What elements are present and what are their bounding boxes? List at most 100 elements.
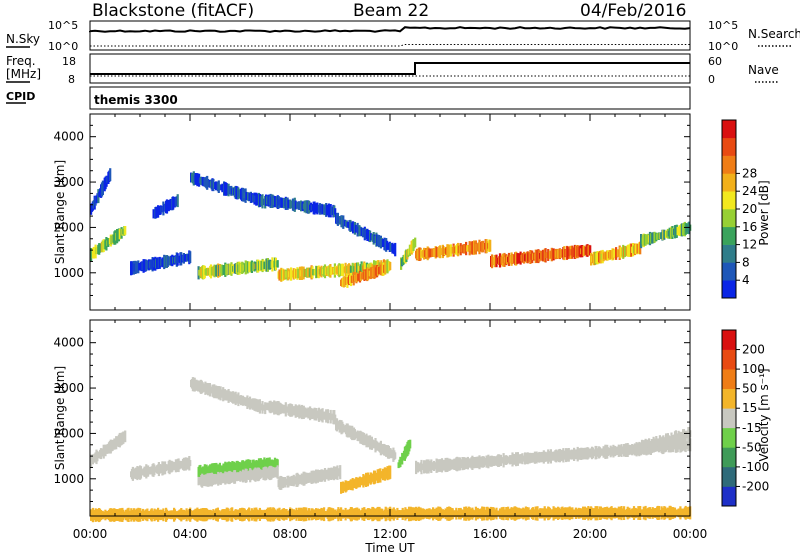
freq-panel: Freq. [MHz] 18 8 60 0 Nave [6, 53, 779, 86]
colorbar-swatch-2 [722, 244, 736, 263]
cpid-panel: CPID themis 3300 [6, 86, 691, 110]
colorbar-swatch-5 [722, 388, 736, 409]
colorbar-tick-label-3: 16 [742, 220, 757, 234]
data-cell-4-66 [394, 452, 397, 459]
cpid-value: themis 3300 [94, 93, 178, 107]
data-cell-8-55 [389, 465, 392, 479]
time-tick-label-3: 12:00 [373, 527, 408, 541]
colorbar-tick-label-2: 50 [742, 382, 757, 396]
nsky-label: N.Sky [6, 32, 40, 46]
data-cell-3-77 [334, 414, 337, 421]
nsky-tick-top: 10^5 [48, 19, 78, 32]
colorbar-swatch-8 [722, 137, 736, 156]
colorbar-swatch-3 [722, 226, 736, 245]
beam-label: Beam 22 [353, 1, 429, 21]
velocity-x-axis [89, 320, 691, 516]
freq-label: Freq. [6, 54, 36, 68]
time-tick-label-4: 16:00 [473, 527, 508, 541]
power-data-points [90, 168, 692, 288]
power-y-axis: 1000 2000 3000 4000 [53, 124, 690, 296]
colorbar-frame [721, 329, 737, 507]
colorbar-tick-label-7: -200 [742, 479, 769, 493]
colorbar-swatch-3 [722, 427, 736, 448]
colorbar-swatch-2 [722, 447, 736, 468]
power-panel: 1000 2000 3000 4000 Slant Range [km] [53, 113, 692, 311]
data-cell-12-111 [589, 245, 592, 256]
data-cell-1-21 [109, 168, 112, 182]
colorbar-swatch-1 [722, 466, 736, 487]
freq-tick-top: 18 [62, 55, 76, 68]
freq-unit-label: [MHz] [6, 67, 41, 81]
data-cell-6-66 [394, 242, 397, 257]
colorbar-swatch-6 [722, 173, 736, 192]
nsearch-line [90, 44, 690, 47]
colorbar-swatch-0 [722, 280, 736, 299]
time-tick-label-6: 00:00 [673, 527, 708, 541]
data-cell-10-16 [414, 237, 417, 248]
data-cell-5-77 [334, 208, 337, 215]
time-axis-labels: 00:00 04:00 08:00 12:00 16:00 20:00 00:00 [73, 527, 708, 541]
colorbar-tick-label-0: 4 [742, 273, 750, 287]
time-tick-label-5: 20:00 [573, 527, 608, 541]
colorbar-tick-label-5: 24 [742, 184, 757, 198]
colorbar-tick-label-1: 100 [742, 362, 765, 376]
colorbar-tick-label-1: 8 [742, 255, 750, 269]
velocity-y-axis: 1000 2000 3000 4000 [53, 330, 690, 502]
velocity-colorbar: 200 100 50 15 -15 -50 -100 -200 [721, 329, 769, 507]
nave-tick-top: 60 [708, 55, 722, 68]
data-cell-7-69 [339, 465, 342, 480]
colorbar-swatch-4 [722, 209, 736, 228]
ytick-label-1000: 1000 [53, 472, 84, 486]
ytick-label-3000: 3000 [53, 381, 84, 395]
ytick-label-4000: 4000 [53, 336, 84, 350]
colorbar-swatch-7 [722, 349, 736, 370]
data-cell-3-27 [176, 194, 179, 208]
data-cell-2-66 [189, 251, 192, 263]
colorbar-swatch-0 [722, 486, 736, 507]
colorbar-tick-label-4: -15 [742, 421, 762, 435]
nave-tick-bottom: 0 [708, 73, 715, 86]
nsky-panel: N.Sky 10^5 10^0 10^5 10^0 N.Search [6, 19, 800, 53]
time-tick-label-0: 00:00 [73, 527, 108, 541]
nsearch-tick-bottom: 10^0 [708, 40, 738, 53]
x-axis-label: Time UT [364, 541, 415, 554]
nsky-tick-bottom: 10^0 [48, 40, 78, 53]
colorbar-swatch-6 [722, 369, 736, 389]
colorbar-swatch-8 [722, 330, 736, 350]
ytick-label-2000: 2000 [53, 220, 84, 234]
colorbar-tick-label-3: 15 [742, 401, 757, 415]
colorbar-tick-label-5: -50 [742, 440, 762, 454]
colorbar-tick-label-6: -100 [742, 460, 769, 474]
data-cell-11-83 [489, 239, 492, 252]
ytick-label-1000: 1000 [53, 266, 84, 280]
power-y-axis-label: Slant Range [km] [53, 160, 67, 264]
velocity-y-axis-label: Slant Range [km] [53, 366, 67, 470]
nsearch-label: N.Search [748, 27, 800, 41]
data-cell-8-125 [389, 262, 392, 271]
freq-line [90, 62, 690, 75]
colorbar-tick-label-4: 20 [742, 202, 757, 216]
data-cell-7-89 [276, 260, 279, 268]
time-tick-label-1: 04:00 [173, 527, 208, 541]
data-cell-5-89 [276, 459, 279, 467]
velocity-data-points [90, 377, 692, 523]
colorbar-swatch-1 [722, 262, 736, 281]
colorbar-tick-label-0: 200 [742, 343, 765, 357]
colorbar-swatch-4 [722, 408, 736, 429]
velocity-panel: 1000 2000 3000 4000 Slant Range [km] [53, 319, 692, 523]
nave-label: Nave [748, 63, 779, 77]
data-cell-1-66 [189, 460, 192, 467]
data-cell-6-89 [276, 465, 279, 479]
time-tick-label-2: 08:00 [273, 527, 308, 541]
freq-tick-bottom: 8 [68, 73, 75, 86]
colorbar-tick-label-6: 28 [742, 166, 757, 180]
power-colorbar: 4 8 12 16 20 24 28 [721, 119, 757, 299]
data-cell-9-49 [384, 262, 387, 275]
colorbar-swatch-9 [722, 120, 736, 139]
nsearch-tick-top: 10^5 [708, 19, 738, 32]
ytick-label-4000: 4000 [53, 130, 84, 144]
power-colorbar-label: Power [dB] [757, 180, 771, 245]
ytick-label-3000: 3000 [53, 175, 84, 189]
ytick-label-2000: 2000 [53, 426, 84, 440]
